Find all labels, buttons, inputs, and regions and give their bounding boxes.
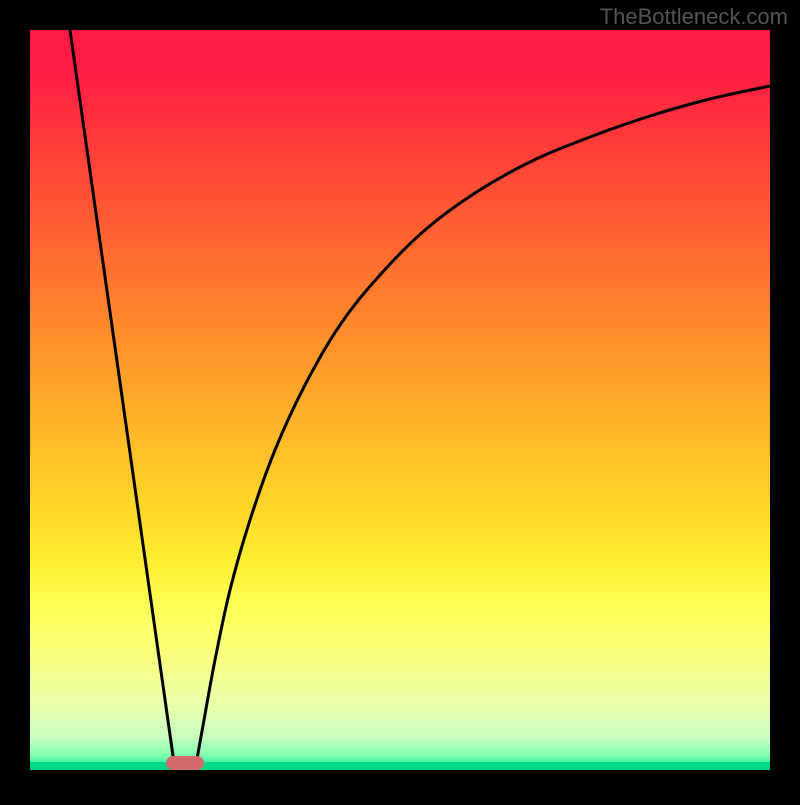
watermark-text: TheBottleneck.com bbox=[600, 4, 788, 30]
chart-svg bbox=[0, 0, 800, 800]
bottleneck-chart bbox=[0, 0, 800, 800]
